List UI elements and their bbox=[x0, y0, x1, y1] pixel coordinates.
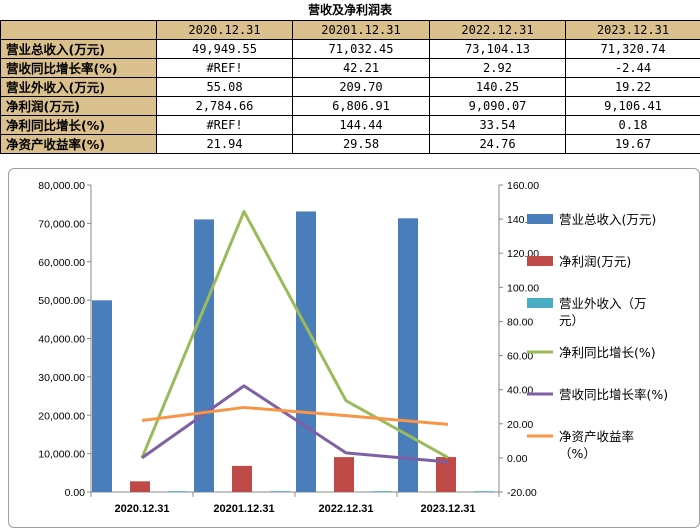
table-row: 净利同比增长(%) #REF! 144.44 33.54 0.18 bbox=[0, 115, 700, 135]
row-label: 营业外收入(万元) bbox=[0, 77, 157, 97]
table-cell: 29.58 bbox=[292, 134, 430, 154]
left-tick-label: 10,000.00 bbox=[38, 449, 85, 461]
x-tick-label: 2023.12.31 bbox=[420, 503, 475, 515]
table-corner-cell bbox=[0, 20, 157, 40]
right-tick-label: 40.00 bbox=[507, 385, 533, 397]
bar bbox=[296, 211, 316, 493]
right-tick-label: 160.00 bbox=[507, 180, 539, 192]
legend-swatch bbox=[527, 298, 553, 308]
table-cell: 71,320.74 bbox=[565, 39, 700, 59]
bar bbox=[270, 491, 290, 492]
legend-label: （%） bbox=[559, 446, 596, 461]
table-row: 营业外收入(万元) 55.08 209.70 140.25 19.22 bbox=[0, 77, 700, 97]
column-header: 2020.12.31 bbox=[156, 20, 293, 40]
bar bbox=[474, 491, 494, 492]
table-cell: 144.44 bbox=[292, 115, 430, 135]
table-cell: 73,104.13 bbox=[429, 39, 566, 59]
bar bbox=[372, 491, 392, 492]
bar bbox=[168, 491, 188, 492]
column-header: 2022.12.31 bbox=[429, 20, 566, 40]
bar bbox=[130, 481, 150, 492]
row-label: 营业总收入(万元) bbox=[0, 39, 157, 59]
table-cell: 21.94 bbox=[156, 134, 293, 154]
row-label: 净资产收益率(%) bbox=[0, 134, 157, 154]
table-header-row: 2020.12.31 20201.12.31 2022.12.31 2023.1… bbox=[0, 20, 700, 40]
legend-label: 净资产收益率 bbox=[559, 429, 634, 444]
legend-label: 营业外收入（万 bbox=[559, 296, 647, 311]
left-tick-label: 0.00 bbox=[65, 487, 86, 499]
legend-swatch bbox=[527, 256, 553, 266]
table-cell: 33.54 bbox=[429, 115, 566, 135]
table-cell: 2.92 bbox=[429, 58, 566, 78]
table-title: 营收及净利润表 bbox=[307, 3, 392, 17]
table-cell: 19.22 bbox=[565, 77, 700, 97]
row-label: 净利同比增长(%) bbox=[0, 115, 157, 135]
table-cell: #REF! bbox=[156, 115, 293, 135]
legend-label: 净利同比增长(%) bbox=[559, 345, 656, 360]
financial-table: 2020.12.31 20201.12.31 2022.12.31 2023.1… bbox=[0, 20, 700, 154]
table-cell: 55.08 bbox=[156, 77, 293, 97]
table-cell: 6,806.91 bbox=[292, 96, 430, 116]
right-tick-label: 20.00 bbox=[507, 419, 533, 431]
table-row: 净利润(万元) 2,784.66 6,806.91 9,090.07 9,106… bbox=[0, 96, 700, 116]
legend-label: 元） bbox=[559, 313, 584, 328]
table-cell: 9,090.07 bbox=[429, 96, 566, 116]
table-cell: 209.70 bbox=[292, 77, 430, 97]
legend-label: 净利润(万元) bbox=[559, 254, 631, 269]
bar bbox=[398, 218, 418, 493]
column-header: 2023.12.31 bbox=[565, 20, 700, 40]
column-header: 20201.12.31 bbox=[292, 20, 430, 40]
legend-label: 营业总收入(万元) bbox=[559, 212, 656, 227]
right-tick-label: 80.00 bbox=[507, 316, 533, 328]
legend-label: 营收同比增长率(%) bbox=[559, 387, 668, 402]
series-line bbox=[140, 210, 449, 459]
table-cell: 0.18 bbox=[565, 115, 700, 135]
left-tick-label: 60,000.00 bbox=[38, 257, 85, 269]
series-line bbox=[141, 384, 449, 464]
series-line bbox=[141, 405, 449, 426]
bar bbox=[334, 457, 354, 492]
right-tick-label: 60.00 bbox=[507, 351, 533, 363]
table-cell: #REF! bbox=[156, 58, 293, 78]
table-row: 营业总收入(万元) 49,949.55 71,032.45 73,104.13 … bbox=[0, 39, 700, 59]
table-cell: -2.44 bbox=[565, 58, 700, 78]
left-tick-label: 20,000.00 bbox=[38, 410, 85, 422]
legend-swatch bbox=[527, 214, 553, 224]
bar bbox=[232, 465, 252, 492]
bar bbox=[92, 300, 112, 492]
x-tick-label: 20201.12.31 bbox=[213, 503, 274, 515]
table-cell: 140.25 bbox=[429, 77, 566, 97]
right-tick-label: 0.00 bbox=[507, 453, 528, 465]
row-label: 营收同比增长率(%) bbox=[0, 58, 157, 78]
x-tick-label: 2020.12.31 bbox=[114, 503, 169, 515]
right-tick-label: 100.00 bbox=[507, 282, 539, 294]
bar bbox=[194, 219, 214, 492]
table-cell: 24.76 bbox=[429, 134, 566, 154]
table-cell: 49,949.55 bbox=[156, 39, 293, 59]
left-tick-label: 80,000.00 bbox=[38, 180, 85, 192]
table-cell: 42.21 bbox=[292, 58, 430, 78]
right-tick-label: -20.00 bbox=[507, 487, 537, 499]
table-cell: 19.67 bbox=[565, 134, 700, 154]
left-tick-label: 70,000.00 bbox=[38, 218, 85, 230]
chart-container: 0.00 10,000.00 20,000.00 30,000.00 40,000.00… bbox=[8, 168, 700, 528]
table-cell: 9,106.41 bbox=[565, 96, 700, 116]
left-tick-label: 50,000.00 bbox=[38, 295, 85, 307]
table-cell: 71,032.45 bbox=[292, 39, 430, 59]
combo-chart: 0.00 10,000.00 20,000.00 30,000.00 40,000.00… bbox=[38, 180, 668, 515]
table-row: 净资产收益率(%) 21.94 29.58 24.76 19.67 bbox=[0, 134, 700, 154]
x-tick-label: 2022.12.31 bbox=[318, 503, 373, 515]
bar bbox=[436, 457, 456, 492]
left-tick-label: 30,000.00 bbox=[38, 372, 85, 384]
row-label: 净利润(万元) bbox=[0, 96, 157, 116]
table-row: 营收同比增长率(%) #REF! 42.21 2.92 -2.44 bbox=[0, 58, 700, 78]
table-cell: 2,784.66 bbox=[156, 96, 293, 116]
left-tick-label: 40,000.00 bbox=[38, 334, 85, 346]
